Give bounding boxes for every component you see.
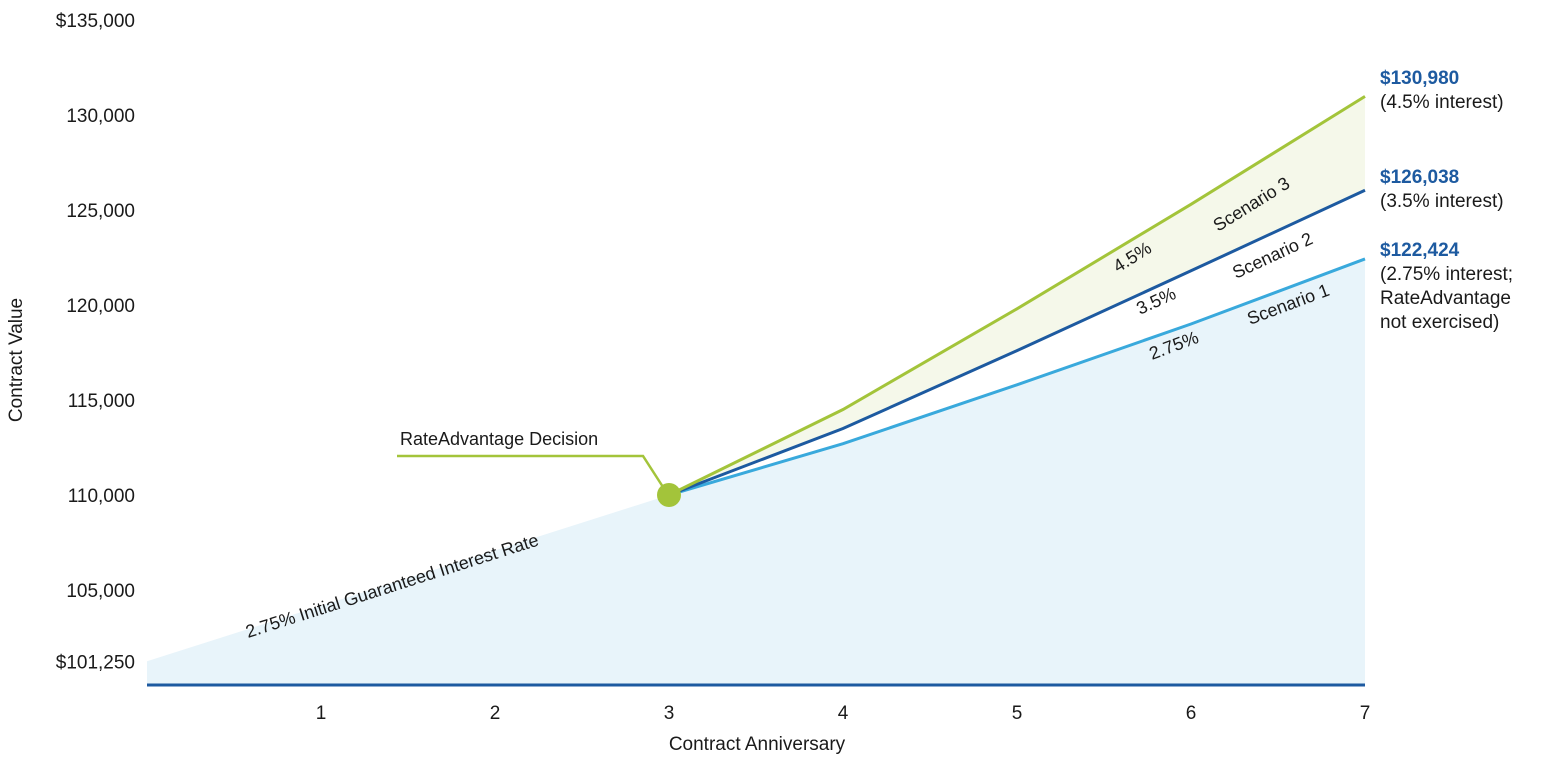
decision-marker bbox=[657, 483, 681, 507]
end-value-label: $122,424 bbox=[1380, 240, 1460, 261]
x-tick-label: 7 bbox=[1360, 703, 1371, 724]
x-axis-label: Contract Anniversary bbox=[669, 734, 846, 755]
area-layer bbox=[147, 96, 1365, 685]
scenario-2-line bbox=[668, 188, 1366, 497]
y-tick-label: 110,000 bbox=[68, 486, 135, 507]
end-value-label: $126,038 bbox=[1380, 167, 1459, 188]
y-axis-label: Contract Value bbox=[6, 298, 27, 422]
decision-callout-line bbox=[397, 454, 665, 488]
y-tick-label: 105,000 bbox=[66, 581, 135, 602]
y-tick-label: 115,000 bbox=[68, 391, 135, 412]
scenario-1-line bbox=[668, 257, 1366, 497]
x-tick-label: 5 bbox=[1012, 703, 1023, 724]
end-note-label: not exercised) bbox=[1380, 312, 1499, 333]
x-tick-label: 6 bbox=[1186, 703, 1197, 724]
end-value-label: $130,980 bbox=[1380, 68, 1459, 89]
x-tick-label: 3 bbox=[664, 703, 675, 724]
x-tick-label: 4 bbox=[838, 703, 849, 724]
scenario-3-line bbox=[668, 95, 1366, 497]
end-note-label: (4.5% interest) bbox=[1380, 92, 1504, 113]
x-ticks: 1 2 3 4 5 6 7 bbox=[316, 703, 1371, 724]
x-tick-label: 1 bbox=[316, 703, 327, 724]
end-note-label: (2.75% interest; bbox=[1380, 264, 1513, 285]
base-area bbox=[147, 258, 1365, 685]
x-tick-label: 2 bbox=[490, 703, 501, 724]
y-tick-label: 120,000 bbox=[66, 296, 135, 317]
y-tick-label: 125,000 bbox=[66, 201, 135, 222]
decision-label: RateAdvantage Decision bbox=[400, 429, 598, 449]
series-lines bbox=[147, 95, 1366, 687]
end-note-label: RateAdvantage bbox=[1380, 288, 1511, 309]
y-ticks: $101,250 105,000 110,000 115,000 120,000 125,… bbox=[56, 11, 135, 673]
end-note-label: (3.5% interest) bbox=[1380, 191, 1504, 212]
y-tick-label: 130,000 bbox=[66, 106, 135, 127]
y-tick-label: $135,000 bbox=[56, 11, 135, 32]
y-tick-label: $101,250 bbox=[56, 652, 135, 673]
